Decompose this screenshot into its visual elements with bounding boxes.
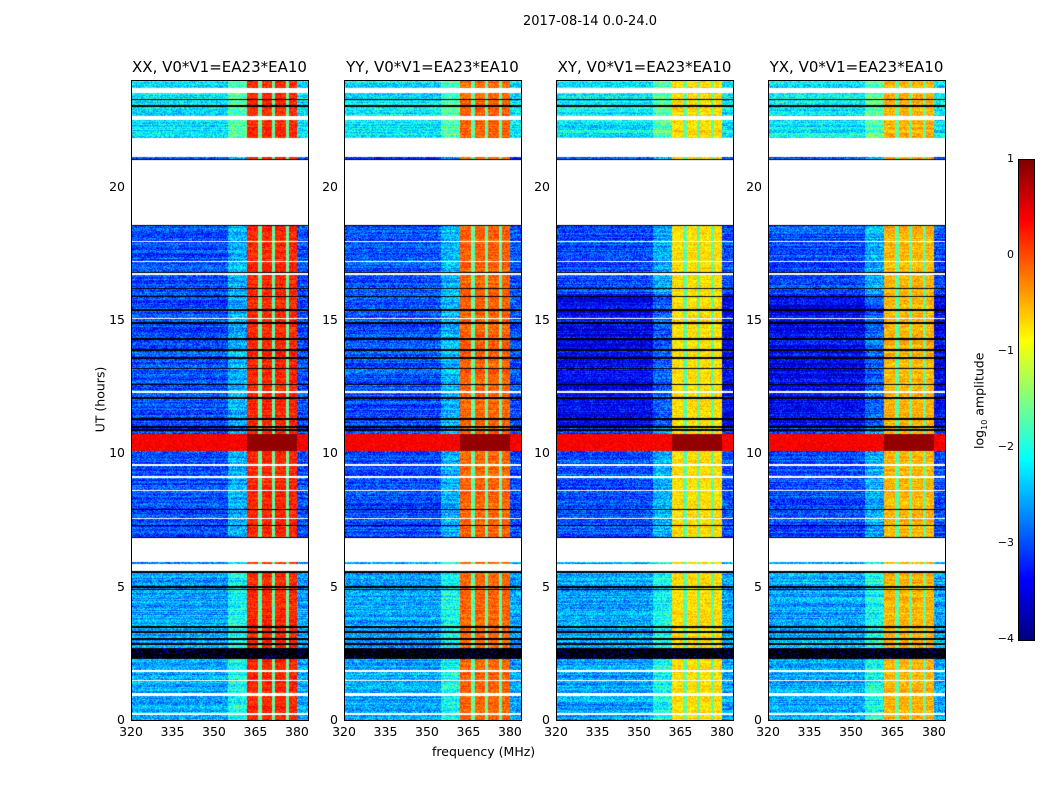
x-tick-label: 365: [456, 724, 481, 739]
x-tick-label: 365: [668, 724, 693, 739]
spectrogram-panel: [344, 80, 522, 721]
colorbar-tick-label: 0: [1007, 248, 1014, 261]
x-tick-label: 350: [839, 724, 863, 739]
colorbar-tick-label: −3: [997, 536, 1014, 549]
colorbar-label: log10 amplitude: [971, 346, 989, 456]
colorbar-tick-label: −2: [997, 440, 1014, 453]
spectrogram-panel: [131, 80, 309, 721]
y-tick-label: 20: [746, 178, 762, 194]
x-tick-label: 335: [797, 724, 822, 739]
panel-title: YY, V0*V1=EA23*EA10: [346, 58, 519, 76]
x-tick-label: 350: [415, 724, 439, 739]
heatmap-image: [557, 81, 733, 720]
x-tick-label: 335: [373, 724, 398, 739]
heatmap-image: [769, 81, 945, 720]
panel-title: XX, V0*V1=EA23*EA10: [132, 58, 307, 76]
y-tick-label: 15: [534, 312, 550, 327]
colorbar-label-main: log: [971, 429, 987, 449]
colorbar-tick-label: −4: [997, 632, 1014, 645]
y-tick-label: 20: [109, 178, 125, 194]
x-tick-label: 380: [285, 724, 309, 739]
y-tick-label: 15: [746, 312, 762, 327]
y-tick-label: 10: [109, 445, 125, 461]
y-tick-label: 20: [534, 178, 550, 194]
y-tick-label: 0: [754, 712, 762, 727]
x-tick-label: 380: [710, 724, 734, 739]
y-tick-label: 5: [754, 578, 762, 594]
x-tick-label: 350: [202, 724, 226, 739]
x-tick-label: 320: [119, 724, 143, 739]
figure-title: 2017-08-14 0.0-24.0: [523, 14, 657, 29]
heatmap-image: [345, 81, 521, 720]
y-tick-label: 5: [117, 578, 125, 594]
y-tick-label: 15: [109, 312, 125, 327]
x-tick-label: 335: [160, 724, 185, 739]
x-tick-label: 365: [243, 724, 268, 739]
colorbar: [1018, 159, 1035, 641]
x-axis-label: frequency (MHz): [432, 744, 536, 759]
y-tick-label: 10: [322, 445, 338, 461]
x-tick-label: 365: [880, 724, 905, 739]
colorbar-label-sub: 10: [979, 419, 989, 430]
x-tick-label: 320: [544, 724, 568, 739]
y-tick-label: 15: [322, 312, 338, 327]
x-tick-label: 320: [332, 724, 356, 739]
panel-title: YX, V0*V1=EA23*EA10: [769, 58, 944, 76]
y-tick-label: 0: [117, 712, 125, 727]
x-tick-label: 335: [585, 724, 610, 739]
spectrogram-panel: [768, 80, 946, 721]
x-tick-label: 380: [498, 724, 522, 739]
spectrogram-panel: [556, 80, 734, 721]
y-tick-label: 20: [322, 178, 338, 194]
y-axis-label: UT (hours): [92, 366, 108, 433]
x-tick-label: 380: [922, 724, 946, 739]
x-tick-label: 350: [627, 724, 651, 739]
y-tick-label: 0: [330, 712, 338, 727]
heatmap-image: [132, 81, 308, 720]
colorbar-gradient: [1019, 160, 1034, 640]
y-tick-label: 5: [330, 578, 338, 594]
y-tick-label: 0: [542, 712, 550, 727]
y-tick-label: 10: [534, 445, 550, 461]
panel-title: XY, V0*V1=EA23*EA10: [557, 58, 732, 76]
y-tick-label: 5: [542, 578, 550, 594]
colorbar-tick-label: 1: [1007, 152, 1014, 165]
x-tick-label: 320: [756, 724, 780, 739]
y-tick-label: 10: [746, 445, 762, 461]
colorbar-label-rest: amplitude: [971, 352, 987, 420]
colorbar-tick-label: −1: [997, 344, 1014, 357]
